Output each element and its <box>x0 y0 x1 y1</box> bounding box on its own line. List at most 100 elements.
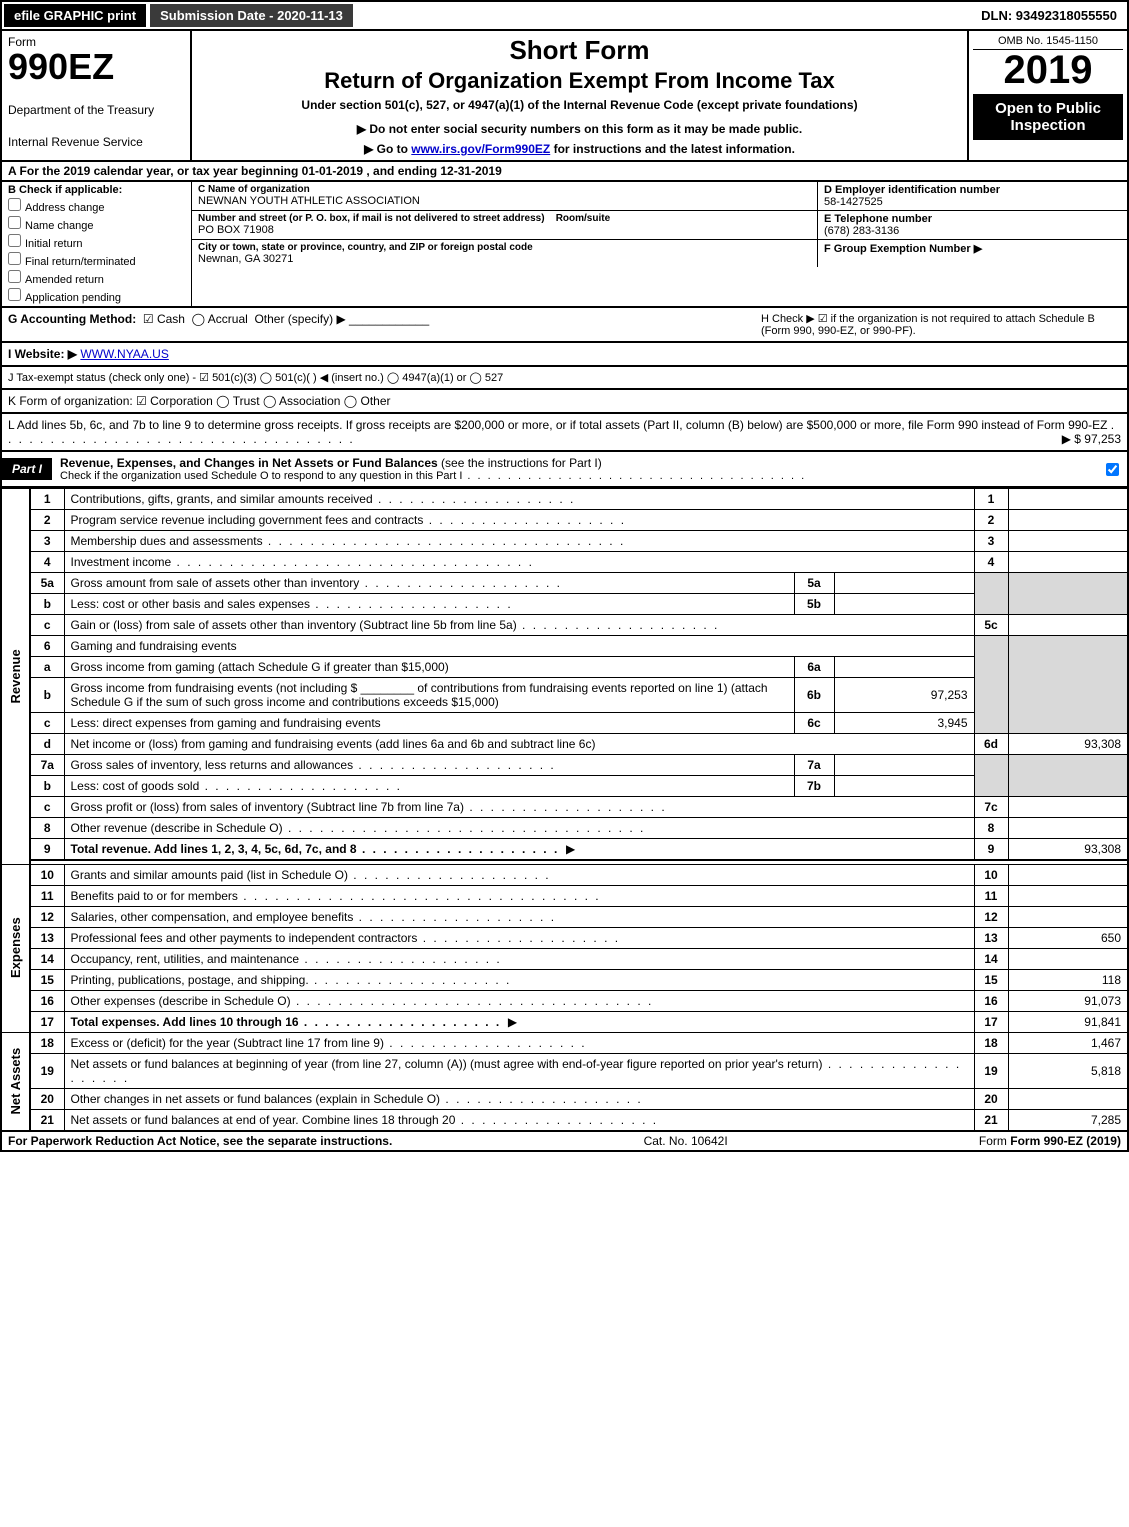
group-exemption-cell: F Group Exemption Number ▶ <box>817 240 1127 267</box>
l7b-desc: Less: cost of goods sold <box>71 779 402 793</box>
chk-final-return-box[interactable] <box>8 252 21 265</box>
l19-col: 19 <box>974 1053 1008 1088</box>
website-link[interactable]: WWW.NYAA.US <box>80 347 168 361</box>
l6d-amt: 93,308 <box>1008 734 1128 755</box>
l18-desc: Excess or (deficit) for the year (Subtra… <box>71 1036 587 1050</box>
l7a-sub-amt <box>834 755 974 776</box>
chk-final-return[interactable]: Final return/terminated <box>8 252 185 268</box>
l16-num: 16 <box>30 990 64 1011</box>
org-name: NEWNAN YOUTH ATHLETIC ASSOCIATION <box>198 195 811 207</box>
footer-mid: Cat. No. 10642I <box>644 1134 728 1148</box>
l2-col: 2 <box>974 510 1008 531</box>
l5c-num: c <box>30 615 64 636</box>
l1-amt <box>1008 489 1128 510</box>
l1-col: 1 <box>974 489 1008 510</box>
l5c-amt <box>1008 615 1128 636</box>
l18-amt: 1,467 <box>1008 1032 1128 1053</box>
net-assets-side-label: Net Assets <box>1 1032 30 1131</box>
part-i-schedule-o-checkbox[interactable] <box>1106 463 1119 476</box>
submission-date-label: Submission Date - 2020-11-13 <box>150 4 353 27</box>
under-section: Under section 501(c), 527, or 4947(a)(1)… <box>198 98 961 112</box>
line-i: I Website: ▶ WWW.NYAA.US <box>0 343 1129 367</box>
l5a-num: 5a <box>30 573 64 594</box>
l7a-sub: 7a <box>794 755 834 776</box>
line-g-label: G Accounting Method: <box>8 312 136 326</box>
l10-num: 10 <box>30 864 64 885</box>
l5a-sub-amt <box>834 573 974 594</box>
l4-num: 4 <box>30 552 64 573</box>
l6b-sub-amt: 97,253 <box>834 678 974 713</box>
l16-desc: Other expenses (describe in Schedule O) <box>71 994 654 1008</box>
l17-col: 17 <box>974 1011 1008 1032</box>
part-i-table: Revenue 1 Contributions, gifts, grants, … <box>0 488 1129 1132</box>
goto-link[interactable]: www.irs.gov/Form990EZ <box>411 142 550 156</box>
line-l-amount: ▶ $ 97,253 <box>1062 432 1121 446</box>
entity-block: B Check if applicable: Address change Na… <box>0 182 1129 308</box>
chk-application-pending[interactable]: Application pending <box>8 288 185 304</box>
l9-amt: 93,308 <box>1008 839 1128 861</box>
col-c-d: C Name of organization NEWNAN YOUTH ATHL… <box>192 182 1127 306</box>
efile-print-button[interactable]: efile GRAPHIC print <box>4 4 146 27</box>
l9-desc: Total revenue. Add lines 1, 2, 3, 4, 5c,… <box>71 842 560 856</box>
chk-address-change-box[interactable] <box>8 198 21 211</box>
revenue-side-label: Revenue <box>1 489 30 865</box>
l12-amt <box>1008 906 1128 927</box>
line-h: H Check ▶ ☑ if the organization is not r… <box>761 312 1121 337</box>
address-cell: Number and street (or P. O. box, if mail… <box>192 211 817 239</box>
chk-name-change-box[interactable] <box>8 216 21 229</box>
l3-col: 3 <box>974 531 1008 552</box>
chk-address-change[interactable]: Address change <box>8 198 185 214</box>
l13-amt: 650 <box>1008 927 1128 948</box>
part-i-check-text: Check if the organization used Schedule … <box>60 470 462 482</box>
expenses-side-label: Expenses <box>1 864 30 1032</box>
l6c-sub: 6c <box>794 713 834 734</box>
line-g-h: G Accounting Method: ☑ Cash ◯ Accrual Ot… <box>0 308 1129 343</box>
l6b-sub: 6b <box>794 678 834 713</box>
tel-cell: E Telephone number (678) 283-3136 <box>817 211 1127 239</box>
l6a-num: a <box>30 657 64 678</box>
l3-desc: Membership dues and assessments <box>71 534 626 548</box>
ein-cell: D Employer identification number 58-1427… <box>817 182 1127 210</box>
l13-num: 13 <box>30 927 64 948</box>
chk-initial-return-box[interactable] <box>8 234 21 247</box>
l9-num: 9 <box>30 839 64 861</box>
header-right: OMB No. 1545-1150 2019 Open to Public In… <box>967 31 1127 160</box>
ein-label: D Employer identification number <box>824 184 1121 196</box>
city-cell: City or town, state or province, country… <box>192 240 817 267</box>
l17-desc: Total expenses. Add lines 10 through 16 <box>71 1015 502 1029</box>
ein-value: 58-1427525 <box>824 196 1121 208</box>
part-i-title: Revenue, Expenses, and Changes in Net As… <box>52 452 1098 486</box>
l20-desc: Other changes in net assets or fund bala… <box>71 1092 643 1106</box>
form-number: 990EZ <box>8 49 184 85</box>
l5a-desc: Gross amount from sale of assets other t… <box>71 576 563 590</box>
address-label: Number and street (or P. O. box, if mail… <box>198 213 545 224</box>
l11-desc: Benefits paid to or for members <box>71 889 601 903</box>
city-label: City or town, state or province, country… <box>198 242 811 253</box>
l19-num: 19 <box>30 1053 64 1088</box>
l20-col: 20 <box>974 1088 1008 1109</box>
chk-application-pending-box[interactable] <box>8 288 21 301</box>
l11-amt <box>1008 885 1128 906</box>
chk-name-change[interactable]: Name change <box>8 216 185 232</box>
l6b-desc: Gross income from fundraising events (no… <box>64 678 794 713</box>
l13-col: 13 <box>974 927 1008 948</box>
line-l-text: L Add lines 5b, 6c, and 7b to line 9 to … <box>8 418 1107 432</box>
l6-num: 6 <box>30 636 64 657</box>
acct-cash: Cash <box>157 312 185 326</box>
l15-desc: Printing, publications, postage, and shi… <box>71 973 512 987</box>
l5b-num: b <box>30 594 64 615</box>
l19-amt: 5,818 <box>1008 1053 1128 1088</box>
l16-amt: 91,073 <box>1008 990 1128 1011</box>
chk-amended-return-box[interactable] <box>8 270 21 283</box>
l7b-sub-amt <box>834 776 974 797</box>
l8-amt <box>1008 818 1128 839</box>
chk-amended-return[interactable]: Amended return <box>8 270 185 286</box>
goto-pre: ▶ Go to <box>364 142 411 156</box>
l12-desc: Salaries, other compensation, and employ… <box>71 910 557 924</box>
l7-shade-amt <box>1008 755 1128 797</box>
l18-num: 18 <box>30 1032 64 1053</box>
dept-irs: Internal Revenue Service <box>8 135 184 149</box>
l5-shade-col <box>974 573 1008 615</box>
chk-initial-return[interactable]: Initial return <box>8 234 185 250</box>
l7b-num: b <box>30 776 64 797</box>
